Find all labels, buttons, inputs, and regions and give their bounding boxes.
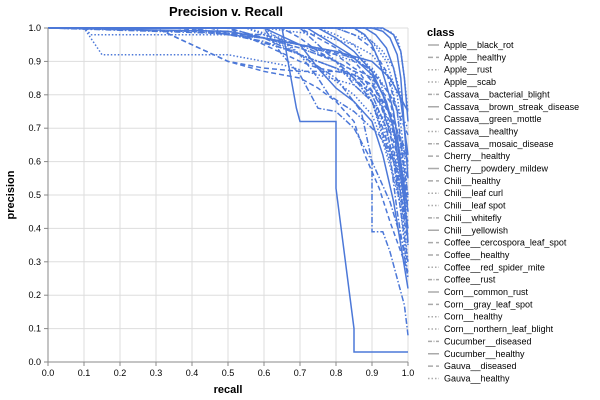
legend-label: Corn__healthy bbox=[444, 312, 503, 322]
legend-label: Chili__whitefly bbox=[444, 213, 502, 223]
y-tick-label: 0.2 bbox=[28, 290, 41, 300]
legend-title: class bbox=[427, 27, 455, 39]
series-line bbox=[48, 27, 409, 242]
x-tick-label: 0.2 bbox=[114, 368, 127, 378]
series-lines bbox=[47, 27, 409, 353]
x-tick-label: 0.7 bbox=[294, 368, 307, 378]
legend-label: Apple__rust bbox=[444, 65, 493, 75]
legend-label: Cassava__healthy bbox=[444, 126, 519, 136]
legend-label: Coffee__healthy bbox=[444, 250, 510, 260]
legend-label: Chili__yellowish bbox=[444, 225, 508, 235]
legend-label: Cherry__powdery_mildew bbox=[444, 164, 549, 174]
legend-label: Chili__leaf curl bbox=[444, 188, 503, 198]
series-line bbox=[48, 27, 409, 122]
series-line bbox=[48, 27, 409, 162]
x-axis-title: recall bbox=[214, 384, 243, 396]
legend-label: Coffee__red_spider_mite bbox=[444, 262, 545, 272]
legend-label: Apple__scab bbox=[444, 77, 496, 87]
legend-label: Gauva__diseased bbox=[444, 361, 517, 371]
x-tick-label: 0.3 bbox=[150, 368, 163, 378]
y-tick-label: 0.0 bbox=[28, 357, 41, 367]
legend-label: Chili__healthy bbox=[444, 176, 501, 186]
legend-label: Coffee__cercospora_leaf_spot bbox=[444, 238, 567, 248]
legend-label: Cucumber__diseased bbox=[444, 336, 532, 346]
legend-items: Apple__black_rot Apple__healthy Apple__rus… bbox=[428, 40, 579, 383]
series-line bbox=[48, 27, 409, 196]
x-tick-label: 1.0 bbox=[402, 368, 415, 378]
y-axis-ticks: 0.0 0.1 0.2 0.3 0.4 0.5 0.6 0.7 0.8 0.9 1.0 bbox=[28, 23, 48, 367]
series-line bbox=[48, 27, 409, 179]
x-tick-label: 0.9 bbox=[366, 368, 379, 378]
y-tick-label: 0.7 bbox=[28, 123, 41, 133]
legend-label: Cherry__healthy bbox=[444, 151, 511, 161]
legend-label: Cassava__mosaic_disease bbox=[444, 139, 554, 149]
x-tick-label: 0.0 bbox=[42, 368, 55, 378]
chart-title: Precision v. Recall bbox=[169, 4, 283, 19]
x-axis-ticks: 0.0 0.1 0.2 0.3 0.4 0.5 0.6 0.7 0.8 0.9 1.0 bbox=[42, 362, 415, 378]
series-line bbox=[48, 27, 409, 196]
x-tick-label: 0.4 bbox=[186, 368, 199, 378]
y-gridlines bbox=[48, 27, 408, 330]
series-line bbox=[48, 27, 409, 229]
series-line bbox=[48, 27, 409, 169]
legend-label: Cassava__green_mottle bbox=[444, 114, 542, 124]
legend-label: Corn__common_rust bbox=[444, 287, 529, 297]
series-line bbox=[48, 27, 409, 222]
legend-label: Cucumber__healthy bbox=[444, 349, 525, 359]
series-line bbox=[48, 27, 409, 273]
series-line bbox=[48, 27, 409, 212]
x-tick-label: 0.8 bbox=[330, 368, 343, 378]
series-line bbox=[48, 27, 409, 289]
legend-label: Apple__healthy bbox=[444, 52, 507, 62]
x-tick-label: 0.1 bbox=[78, 368, 91, 378]
y-tick-label: 0.6 bbox=[28, 157, 41, 167]
legend-label: Coffee__rust bbox=[444, 275, 496, 285]
y-tick-label: 0.3 bbox=[28, 257, 41, 267]
y-tick-label: 0.4 bbox=[28, 223, 41, 233]
legend-label: Chili__leaf spot bbox=[444, 201, 506, 211]
series-line bbox=[48, 27, 409, 263]
series-line bbox=[48, 27, 409, 156]
legend-label: Gauva__healthy bbox=[444, 373, 510, 383]
legend-label: Corn__northern_leaf_blight bbox=[444, 324, 554, 334]
series-line bbox=[47, 27, 409, 279]
y-tick-label: 1.0 bbox=[28, 23, 41, 33]
legend-label: Cassava__brown_streak_disease bbox=[444, 102, 579, 112]
x-tick-label: 0.5 bbox=[222, 368, 235, 378]
legend-label: Apple__black_rot bbox=[444, 40, 514, 50]
y-tick-label: 0.1 bbox=[28, 324, 41, 334]
y-axis-title: precision bbox=[5, 170, 17, 219]
y-tick-label: 0.5 bbox=[28, 190, 41, 200]
y-tick-label: 0.8 bbox=[28, 90, 41, 100]
legend: class Apple__black_rotApple__healthyAppl… bbox=[427, 27, 579, 383]
legend-label: Corn__gray_leaf_spot bbox=[444, 299, 533, 309]
y-tick-label: 0.9 bbox=[28, 56, 41, 66]
series-line bbox=[48, 27, 409, 236]
legend-label: Cassava__bacterial_blight bbox=[444, 89, 550, 99]
series-line bbox=[48, 27, 409, 262]
series-line bbox=[48, 27, 409, 202]
x-tick-label: 0.6 bbox=[258, 368, 271, 378]
series-line bbox=[48, 27, 409, 136]
